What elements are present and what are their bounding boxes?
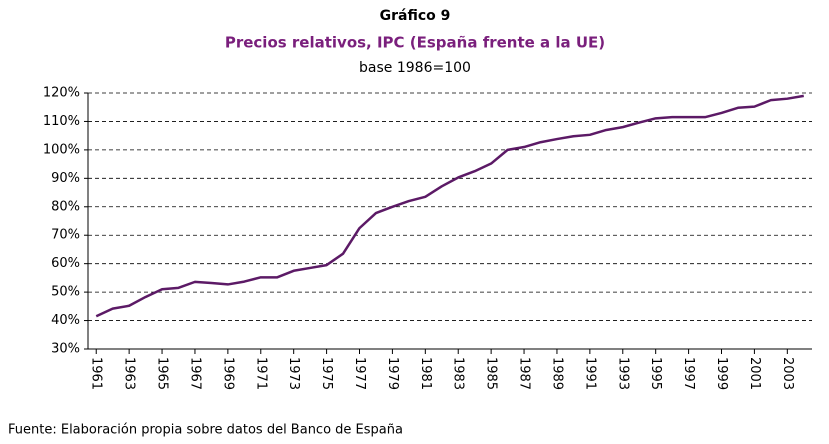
y-tick-label: 80% bbox=[51, 199, 80, 214]
x-tick-label: 1977 bbox=[352, 357, 367, 390]
x-tick-label: 1965 bbox=[155, 357, 170, 390]
x-tick-label: 1989 bbox=[549, 357, 564, 390]
x-tick-label: 1997 bbox=[681, 357, 696, 390]
x-tick-label: 1967 bbox=[187, 357, 202, 390]
y-tick-label: 40% bbox=[51, 313, 80, 328]
y-tick-label: 30% bbox=[51, 342, 80, 357]
source-note: Fuente: Elaboración propia sobre datos d… bbox=[8, 423, 403, 438]
x-tick-label: 1979 bbox=[385, 357, 400, 390]
chart-subtitle: Precios relativos, IPC (España frente a … bbox=[225, 34, 605, 52]
x-tick-label: 1995 bbox=[648, 357, 663, 390]
x-tick-label: 2001 bbox=[747, 357, 762, 390]
y-tick-label: 120% bbox=[43, 86, 80, 101]
x-tick-label: 1983 bbox=[451, 357, 466, 390]
y-tick-label: 70% bbox=[51, 228, 80, 243]
y-tick-label: 110% bbox=[43, 114, 80, 129]
data-line bbox=[95, 94, 804, 318]
x-tick-label: 1985 bbox=[484, 357, 499, 390]
chart-title: Gráfico 9 bbox=[380, 8, 451, 24]
x-tick-label: 1973 bbox=[286, 357, 301, 390]
x-tick-label: 1963 bbox=[122, 357, 137, 390]
x-tick-label: 1991 bbox=[582, 357, 597, 390]
x-tick-label: 1975 bbox=[319, 357, 334, 390]
x-tick-label: 1999 bbox=[714, 357, 729, 390]
x-tick-label: 2003 bbox=[780, 357, 795, 390]
x-tick-label: 1969 bbox=[220, 357, 235, 390]
x-tick-label: 1981 bbox=[418, 357, 433, 390]
x-tick-label: 1987 bbox=[517, 357, 532, 390]
y-tick-label: 100% bbox=[43, 142, 80, 157]
y-tick-label: 50% bbox=[51, 285, 80, 300]
x-tick-label: 1993 bbox=[615, 357, 630, 390]
y-tick-label: 60% bbox=[51, 256, 80, 271]
y-tick-label: 90% bbox=[51, 171, 80, 186]
chart-note: base 1986=100 bbox=[359, 60, 471, 76]
x-tick-label: 1961 bbox=[89, 357, 104, 390]
x-tick-label: 1971 bbox=[253, 357, 268, 390]
